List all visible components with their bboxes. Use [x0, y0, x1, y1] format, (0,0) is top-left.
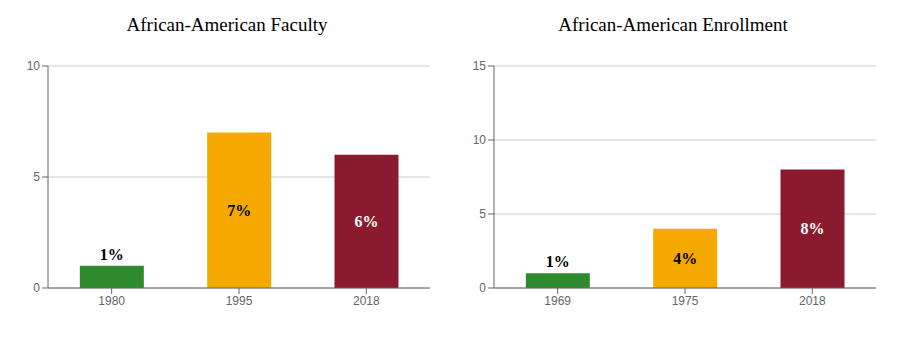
- svg-text:7%: 7%: [227, 202, 251, 219]
- svg-text:1980: 1980: [98, 294, 125, 308]
- html-text:African-American Faculty: African-American Faculty: [126, 14, 328, 35]
- svg-text:0: 0: [33, 281, 40, 295]
- svg-text:2018: 2018: [353, 294, 380, 308]
- svg-text:1%: 1%: [100, 246, 124, 263]
- svg-text:1969: 1969: [544, 294, 571, 308]
- svg-text:1995: 1995: [226, 294, 253, 308]
- html-text:African-American Enrollment: African-American Enrollment: [558, 14, 788, 35]
- svg-text:10: 10: [27, 59, 41, 73]
- svg-text:5: 5: [33, 170, 40, 184]
- svg-text:6%: 6%: [355, 213, 379, 230]
- svg-text:10: 10: [473, 133, 487, 147]
- svg-text:1%: 1%: [546, 253, 570, 270]
- svg-text:2018: 2018: [799, 294, 826, 308]
- svg-text:0: 0: [479, 281, 486, 295]
- svg-text:4%: 4%: [673, 250, 697, 267]
- svg-text:15: 15: [473, 59, 487, 73]
- svg-text:1975: 1975: [672, 294, 699, 308]
- svg-text:8%: 8%: [801, 220, 825, 237]
- svg-text:5: 5: [479, 207, 486, 221]
